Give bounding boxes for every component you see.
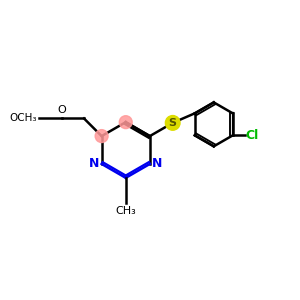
Circle shape xyxy=(119,116,132,129)
Text: O: O xyxy=(58,105,66,115)
Text: N: N xyxy=(89,158,99,170)
Text: CH₃: CH₃ xyxy=(116,206,136,216)
Circle shape xyxy=(95,130,108,142)
Text: OCH₃: OCH₃ xyxy=(10,113,37,124)
Text: Cl: Cl xyxy=(245,129,259,142)
Text: N: N xyxy=(152,158,163,170)
Circle shape xyxy=(165,116,180,130)
Text: S: S xyxy=(169,118,177,128)
